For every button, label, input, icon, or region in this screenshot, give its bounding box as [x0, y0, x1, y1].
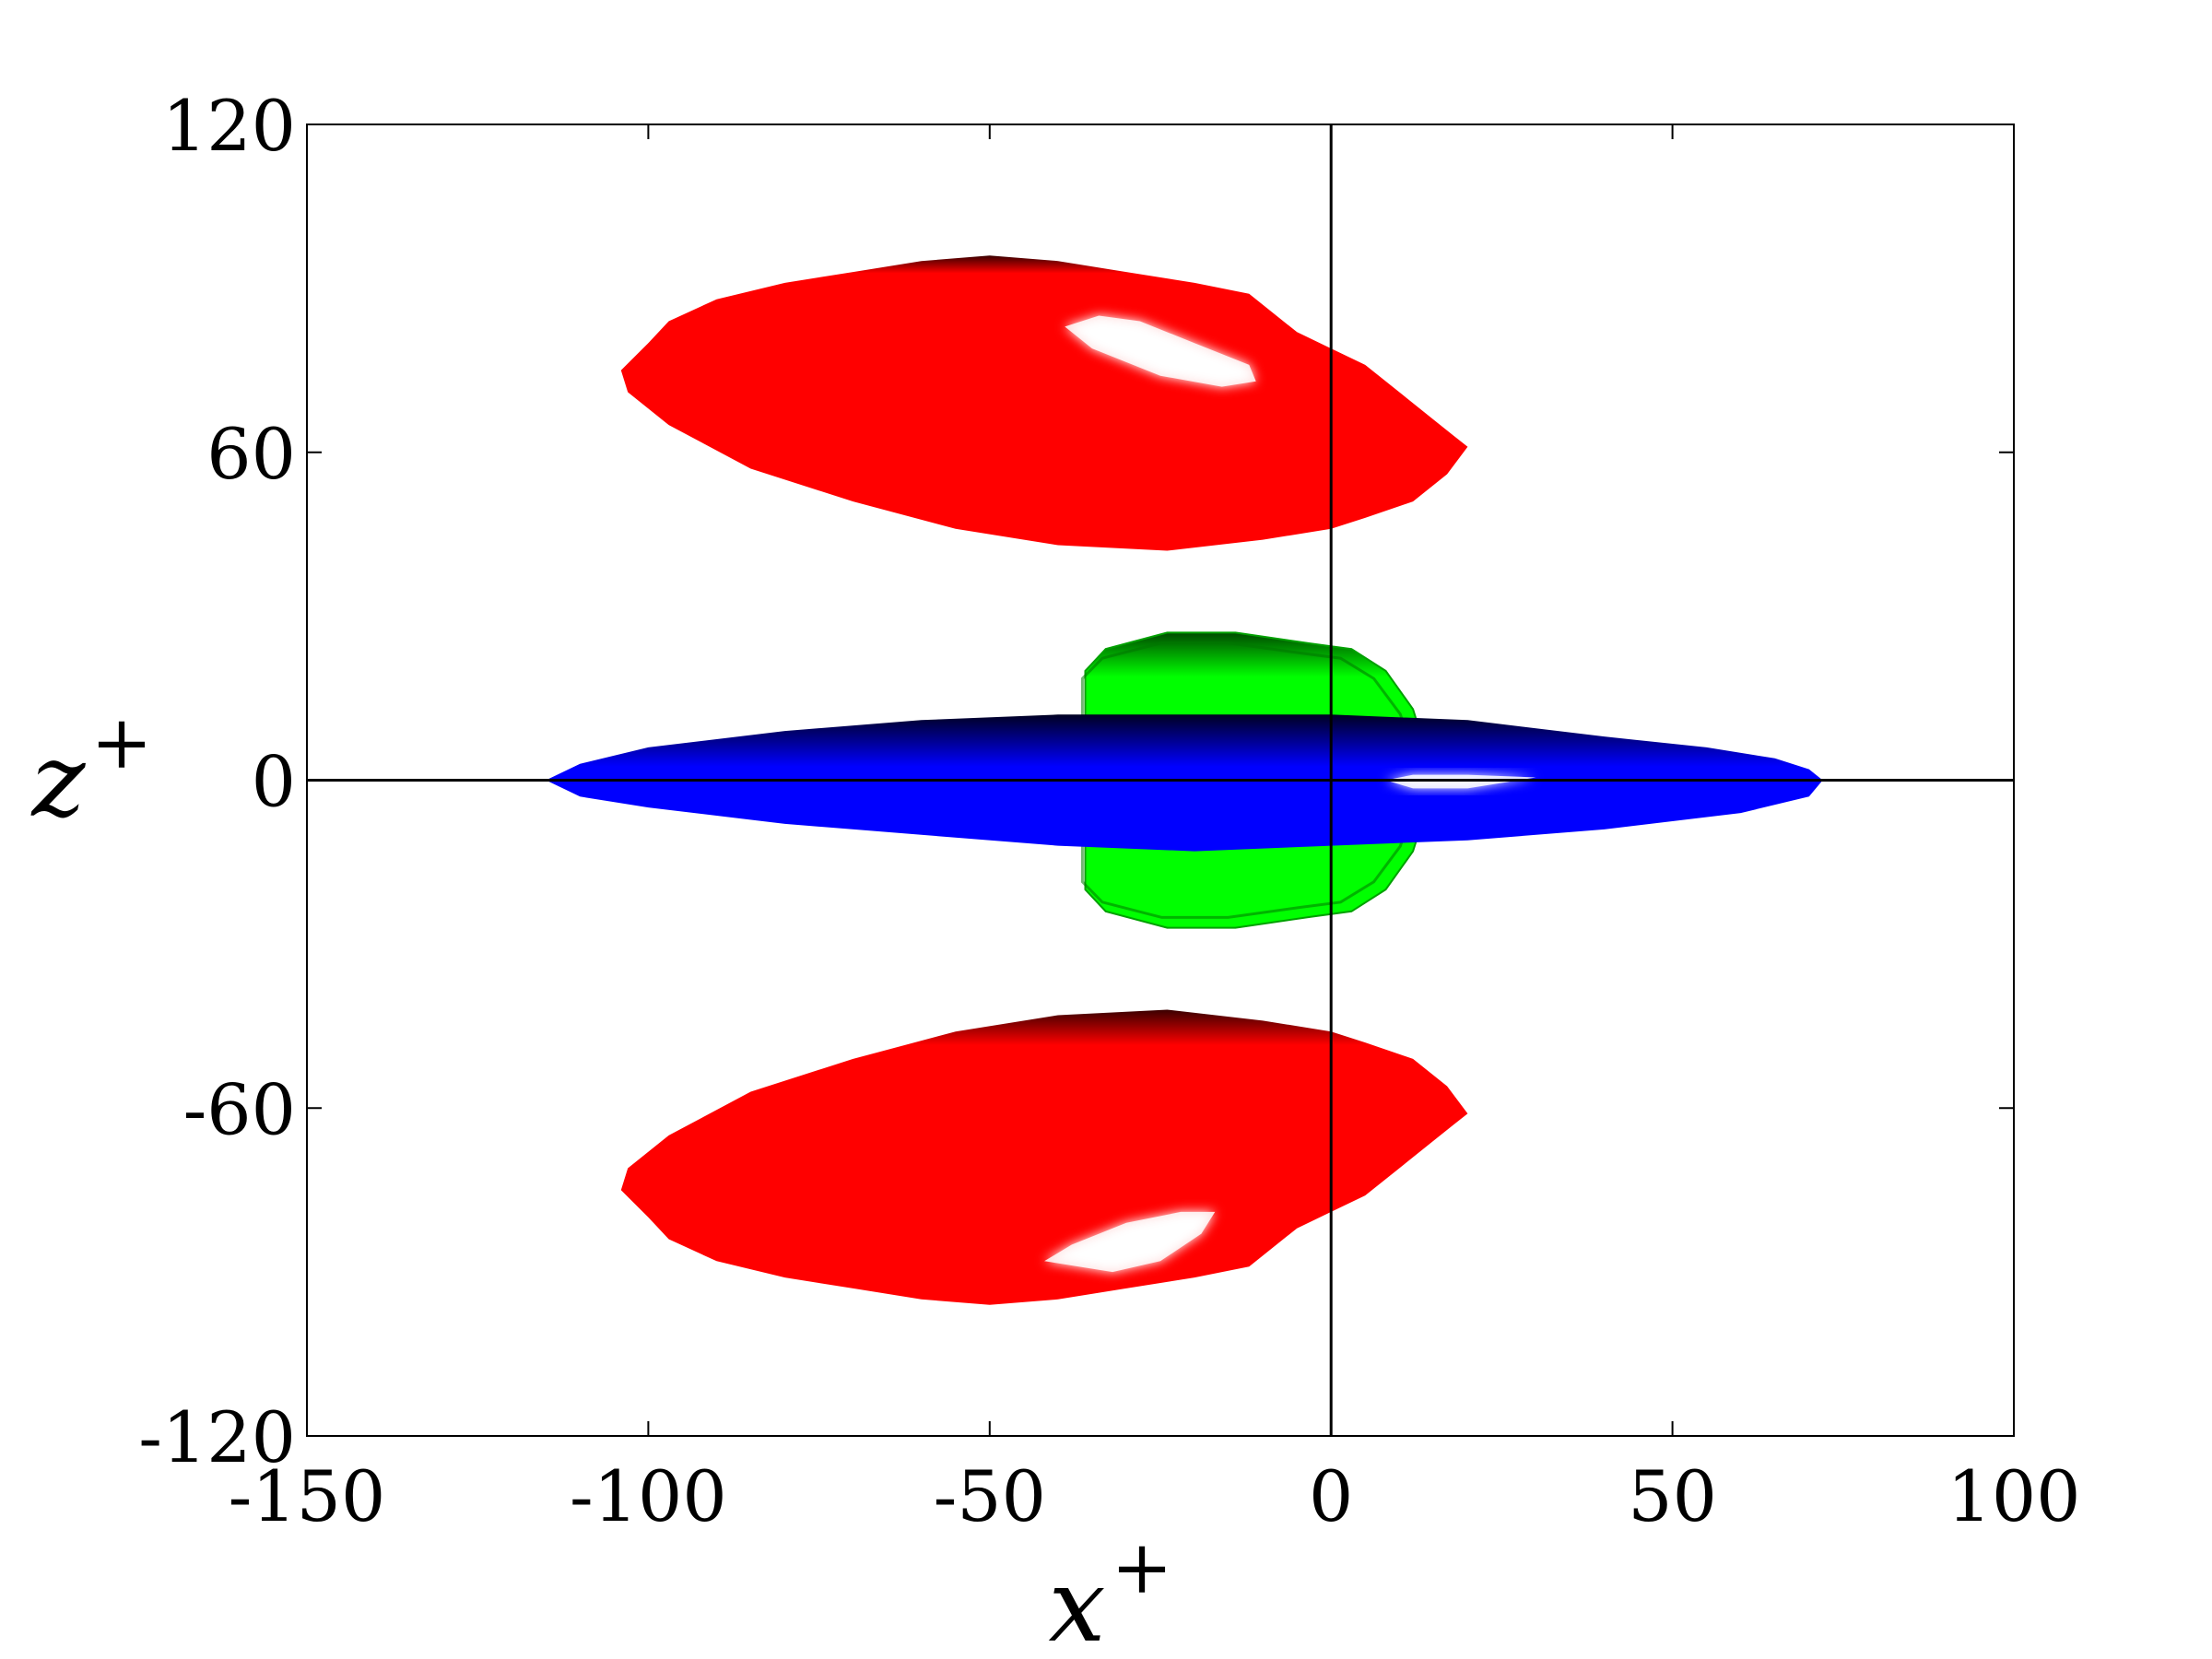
blue-structure-4 [546, 714, 1823, 852]
y-tick-label: -60 [183, 1068, 296, 1150]
x-axis-label: x+ [1048, 1524, 1172, 1659]
axis-ticks [306, 124, 2015, 1437]
plot-area [546, 255, 1823, 1305]
tick-labels: -150 -100 -50 0 50 100 -120 -60 0 60 120 [138, 85, 2080, 1537]
x-tick-label: -100 [570, 1455, 727, 1537]
red-structure-highlight-core [1044, 1211, 1216, 1273]
red-structure-surface [620, 1009, 1468, 1305]
y-tick-label: 120 [162, 85, 296, 167]
y-tick-label: -120 [138, 1396, 296, 1478]
x-tick-label: -50 [934, 1455, 1046, 1537]
y-axis-label: z+ [30, 700, 153, 840]
red-structure-surface [620, 255, 1468, 551]
x-tick-label: -150 [229, 1455, 386, 1537]
y-tick-label: 60 [206, 413, 296, 495]
y-tick-label: 0 [252, 741, 296, 823]
red-structure-highlight-core [1065, 315, 1256, 387]
x-tick-label: 50 [1628, 1455, 1717, 1537]
y-axis-label-symbol: z [30, 722, 87, 840]
red-structure-1 [620, 255, 1468, 551]
x-tick-label: 100 [1947, 1455, 2080, 1537]
x-tick-label: 0 [1309, 1455, 1353, 1537]
blue-structure-surface [546, 714, 1823, 852]
x-axis-label-superscript: + [1112, 1524, 1173, 1610]
x-axis-label-symbol: x [1048, 1547, 1105, 1659]
y-axis-label-superscript: + [90, 700, 152, 785]
reference-lines [307, 124, 2014, 1436]
red-structure-2 [620, 1009, 1468, 1305]
